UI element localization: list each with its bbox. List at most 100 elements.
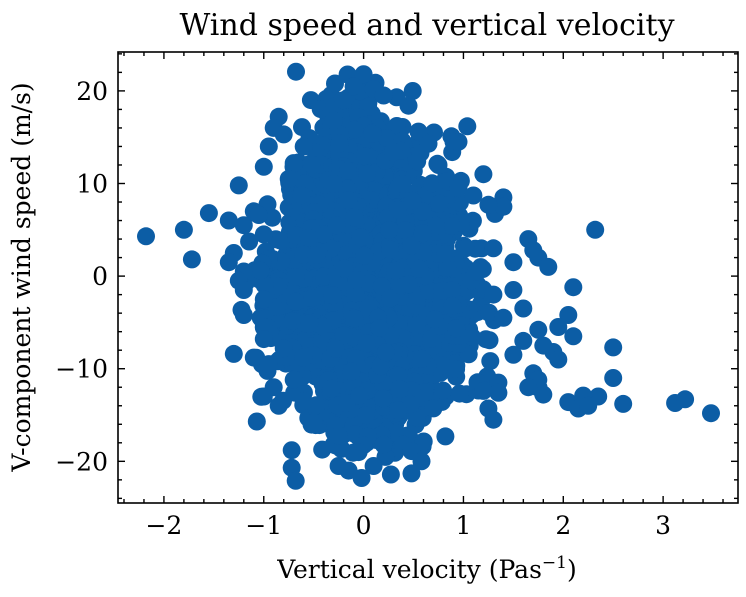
data-point <box>323 286 342 305</box>
data-point <box>504 345 523 364</box>
data-point <box>381 240 400 259</box>
x-tick-label: 1 <box>455 511 471 540</box>
data-point <box>349 443 368 462</box>
data-point <box>229 176 248 195</box>
plot-points <box>137 62 720 490</box>
data-point <box>357 334 376 353</box>
data-point <box>447 360 466 378</box>
data-point <box>355 246 374 265</box>
data-point <box>494 308 513 327</box>
data-point <box>299 228 318 247</box>
data-point <box>436 245 455 263</box>
data-point <box>350 386 369 405</box>
data-point <box>604 338 623 357</box>
data-point <box>329 426 348 445</box>
data-point <box>702 404 720 423</box>
data-point <box>415 383 434 402</box>
data-point <box>391 276 410 294</box>
data-point <box>282 441 301 460</box>
data-point <box>484 239 503 258</box>
data-point <box>240 232 259 251</box>
data-point <box>458 117 477 136</box>
data-point <box>376 343 395 362</box>
data-point <box>474 165 493 184</box>
data-point <box>549 318 568 336</box>
data-point <box>335 259 354 278</box>
data-point <box>432 356 451 375</box>
data-point <box>364 457 383 475</box>
data-point <box>324 111 343 130</box>
data-point <box>342 362 361 381</box>
x-axis-label-superscript: −1 <box>542 553 567 573</box>
x-axis-label-close: ) <box>567 555 577 584</box>
data-point <box>259 355 278 374</box>
data-point <box>425 310 444 329</box>
data-point <box>402 464 421 483</box>
x-tick-label: 2 <box>555 511 571 540</box>
data-point <box>259 137 278 156</box>
data-point <box>370 319 389 337</box>
data-point <box>358 164 376 183</box>
data-point <box>380 221 399 239</box>
data-point <box>294 392 313 411</box>
x-axis-label: Vertical velocity (Pas−1) <box>276 553 577 584</box>
data-point <box>286 292 305 311</box>
data-point <box>286 268 305 286</box>
data-point <box>269 396 288 415</box>
data-point <box>443 281 462 300</box>
data-point <box>449 179 468 198</box>
y-tick-label: −10 <box>55 355 108 384</box>
data-point <box>484 410 503 429</box>
data-point <box>564 278 583 297</box>
data-point <box>387 117 406 135</box>
data-point <box>251 261 270 280</box>
data-point <box>271 231 290 250</box>
data-point <box>345 309 364 328</box>
data-point <box>414 432 433 451</box>
data-point <box>430 194 449 213</box>
data-point <box>224 344 243 363</box>
data-point <box>586 220 605 239</box>
data-point <box>269 277 288 296</box>
x-axis-label-main: Vertical velocity (Pas <box>276 555 542 584</box>
data-point <box>494 197 513 216</box>
data-point <box>219 211 238 230</box>
data-point <box>279 169 298 188</box>
data-point <box>292 186 311 205</box>
data-point <box>356 147 375 166</box>
data-point <box>410 259 429 278</box>
data-point <box>402 236 421 255</box>
data-point <box>371 357 390 376</box>
data-point <box>429 156 448 174</box>
data-point <box>374 86 393 105</box>
data-point <box>412 349 431 368</box>
data-point <box>489 383 508 402</box>
data-point <box>484 285 503 304</box>
data-point <box>403 82 422 100</box>
data-point <box>303 289 322 307</box>
data-point <box>352 469 371 487</box>
x-tick-label: 0 <box>356 511 372 540</box>
data-point <box>407 316 426 335</box>
data-point <box>347 271 366 289</box>
data-point <box>254 330 273 349</box>
data-point <box>424 399 443 418</box>
data-point <box>354 65 373 84</box>
data-point <box>449 132 468 151</box>
data-point <box>390 379 409 398</box>
data-point <box>274 339 293 358</box>
data-point <box>254 290 273 309</box>
data-point <box>325 174 344 193</box>
y-tick-label: 20 <box>76 77 108 106</box>
data-point <box>374 435 393 454</box>
data-point <box>579 396 598 415</box>
data-point <box>294 348 313 367</box>
data-point <box>423 174 442 193</box>
data-point <box>442 217 461 235</box>
data-point <box>351 228 370 247</box>
plot-frame <box>117 51 739 504</box>
data-point <box>330 134 349 153</box>
data-point <box>564 327 583 346</box>
